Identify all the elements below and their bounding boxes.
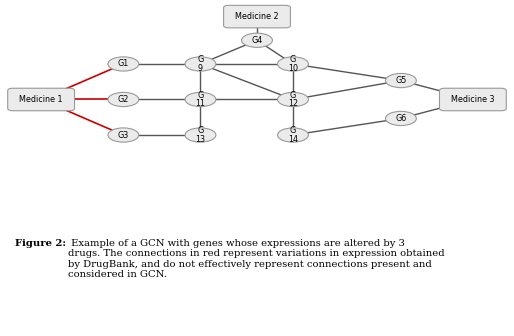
Text: G2: G2 xyxy=(118,95,129,104)
Circle shape xyxy=(108,128,139,142)
Text: Figure 2:: Figure 2: xyxy=(15,239,66,248)
FancyBboxPatch shape xyxy=(8,88,75,111)
Circle shape xyxy=(386,111,416,126)
Circle shape xyxy=(278,57,308,71)
Text: Example of a GCN with genes whose expressions are altered by 3
drugs. The connec: Example of a GCN with genes whose expres… xyxy=(68,239,445,279)
FancyBboxPatch shape xyxy=(439,88,506,111)
Circle shape xyxy=(185,57,216,71)
Circle shape xyxy=(185,92,216,107)
Text: G3: G3 xyxy=(118,130,129,139)
Text: G5: G5 xyxy=(395,76,407,85)
Circle shape xyxy=(185,128,216,142)
Text: G
13: G 13 xyxy=(195,126,206,144)
Circle shape xyxy=(278,128,308,142)
Text: Medicine 2: Medicine 2 xyxy=(235,12,279,21)
Circle shape xyxy=(108,92,139,107)
Text: G4: G4 xyxy=(251,36,263,45)
FancyBboxPatch shape xyxy=(224,5,290,28)
Circle shape xyxy=(108,57,139,71)
Text: G
9: G 9 xyxy=(197,55,204,73)
Text: G
10: G 10 xyxy=(288,55,298,73)
Text: Medicine 3: Medicine 3 xyxy=(451,95,494,104)
Text: G6: G6 xyxy=(395,114,407,123)
Circle shape xyxy=(386,74,416,88)
Circle shape xyxy=(278,92,308,107)
Text: G
12: G 12 xyxy=(288,91,298,108)
Text: G
14: G 14 xyxy=(288,126,298,144)
Text: G1: G1 xyxy=(118,59,129,69)
Text: Medicine 1: Medicine 1 xyxy=(20,95,63,104)
Text: G
11: G 11 xyxy=(195,91,206,108)
Circle shape xyxy=(242,33,272,47)
